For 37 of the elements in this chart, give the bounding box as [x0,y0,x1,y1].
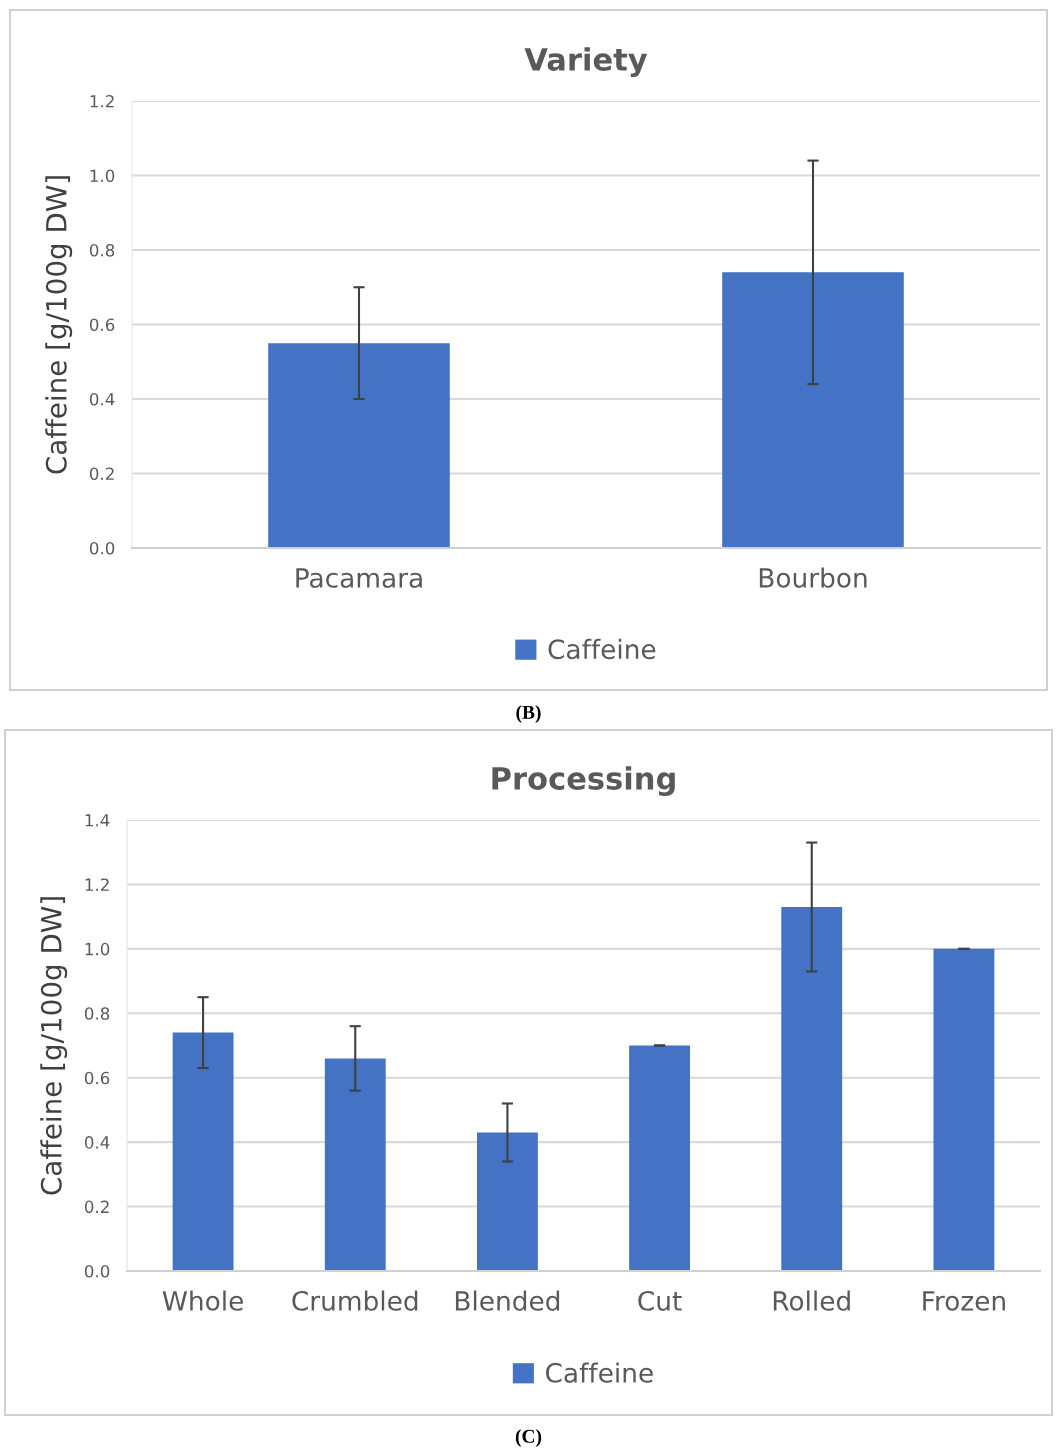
x-tick-label: Cut [638,1290,682,1311]
x-tick-label: Whole [162,1290,243,1311]
y-tick-label: 0.2 [89,467,114,481]
y-tick-label: 0.4 [89,392,115,406]
y-axis-title: Caffeine [g/100g DW] [40,897,68,1195]
x-tick-label: Rolled [773,1290,850,1311]
x-tick-label: Blended [455,1290,560,1311]
chart-title: Processing [492,766,675,797]
x-tick-label: Frozen [923,1291,1005,1311]
y-tick-label: 0.8 [89,243,115,257]
bar [629,1045,691,1271]
bar [781,906,843,1271]
bar [933,948,995,1271]
y-tick-label: 0.4 [84,1136,110,1149]
y-tick-label: 0.6 [89,318,115,332]
x-tick-label: Pacamara [296,568,422,588]
y-tick-label: 1.2 [85,878,109,891]
y-axis-title: Caffeine [g/100g DW] [45,176,73,474]
chart-title: Variety [524,47,648,78]
y-tick-label: 0.8 [84,1007,110,1020]
text: (B) [516,705,541,723]
text: (C) [515,1429,542,1447]
x-tick-label: Bourbon [759,567,867,588]
bar [172,1032,234,1271]
legend-label: Caffeine [545,1362,653,1383]
bar [476,1132,538,1271]
y-tick-label: 1.2 [90,94,114,108]
y-tick-label: 1.4 [85,814,110,827]
y-tick-label: 1.0 [85,942,110,956]
bar [324,1058,386,1271]
y-tick-label: 0.6 [84,1071,110,1085]
y-tick-label: 0.2 [84,1200,109,1214]
x-tick-label: Crumbled [292,1290,418,1311]
y-tick-label: 1.0 [90,169,115,183]
legend-label: Caffeine [548,638,656,660]
y-tick-label: 0.0 [89,541,115,555]
y-tick-label: 0.0 [84,1264,110,1278]
